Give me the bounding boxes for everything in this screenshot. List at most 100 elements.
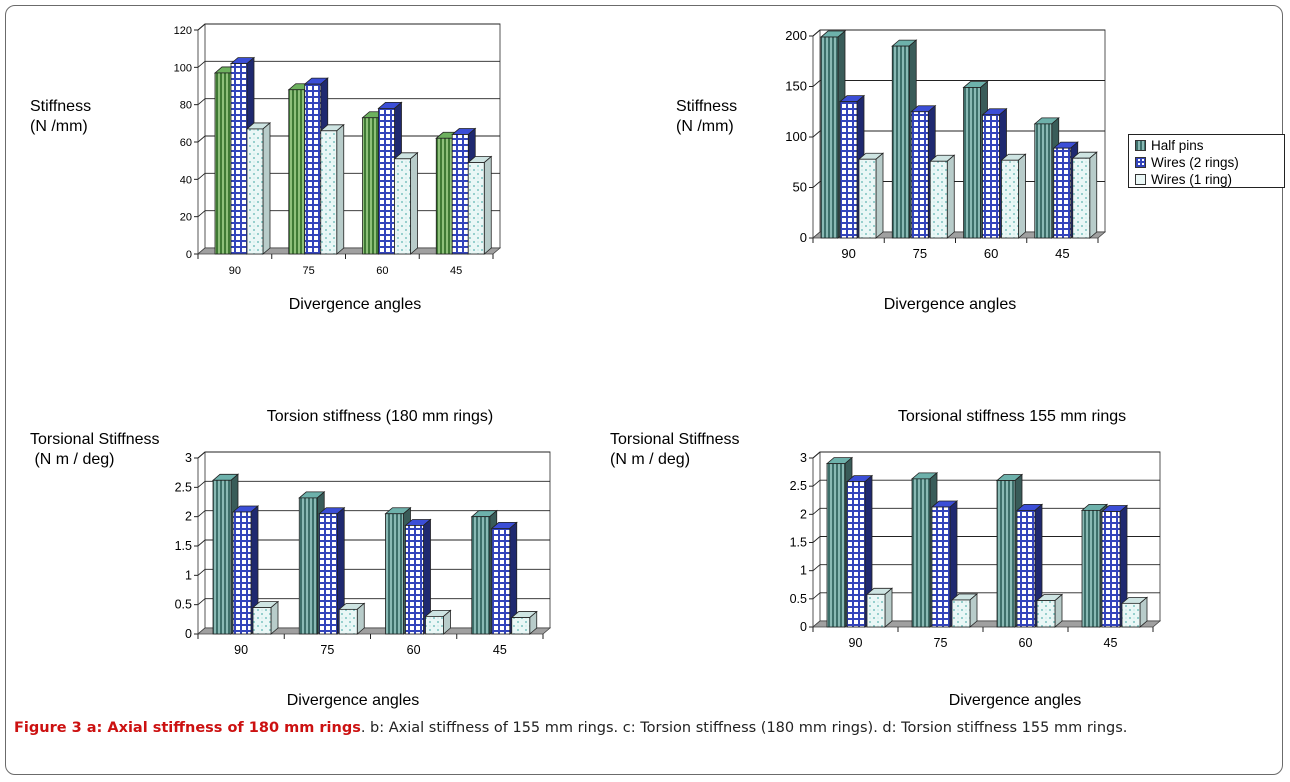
chart-b: 0 50 100 150 200 90 75 60 45: [785, 28, 1107, 261]
bar-front: [304, 83, 322, 255]
y-tick-label: 150: [785, 79, 807, 94]
bar-side: [969, 593, 978, 628]
chart-b-ylabel: Stiffness (N /mm): [676, 98, 738, 135]
gridline-side: [197, 135, 206, 143]
bar: [404, 518, 432, 635]
bar-front: [435, 137, 453, 255]
legend-swatch-wires-1-ring: [1135, 174, 1146, 185]
chart-c-ylabel: Torsional Stiffness (N m / deg): [30, 431, 160, 468]
x-tick-label: 75: [913, 246, 927, 261]
y-tick-label: 1.5: [175, 539, 192, 553]
chart-d-ylabel: Torsional Stiffness (N m / deg): [610, 431, 740, 468]
x-tick-label: 60: [407, 643, 421, 657]
bar-front: [385, 513, 404, 635]
chart-d-xlabel: Divergence angles: [948, 692, 1082, 709]
chart-b-legend: Half pins Wires (2 rings) Wires (1 ring): [1128, 134, 1285, 188]
bar: [319, 123, 345, 255]
chart-d: 0 0.5 1 1.5 2 2.5 3 90 75 60 45: [790, 451, 1162, 650]
chart-c-xlabel: Divergence angles: [286, 692, 420, 709]
bar-front: [963, 87, 981, 239]
bar: [1120, 596, 1149, 628]
x-tick-label: 60: [376, 265, 388, 277]
bar-front: [394, 158, 411, 255]
y-tick-label: 50: [793, 180, 807, 195]
bar-front: [1001, 159, 1019, 239]
legend-item-half-pins: Half pins: [1135, 137, 1284, 154]
bar-front: [246, 128, 264, 255]
gridline-side: [812, 451, 821, 459]
gridline-side: [812, 536, 821, 543]
bar-front: [910, 111, 929, 239]
y-tick-label: 0: [800, 620, 807, 634]
bar-front: [931, 506, 951, 628]
bar: [1015, 503, 1044, 628]
bar-front: [362, 117, 379, 255]
gridline-side: [197, 172, 206, 180]
x-tick-label: 45: [493, 643, 507, 657]
chart-a-xlabel: Divergence angles: [288, 296, 422, 313]
bar-front: [891, 45, 910, 239]
bar-front: [252, 607, 272, 635]
y-tick-label: 1: [800, 564, 807, 578]
gridline-side: [812, 479, 821, 487]
bar: [950, 593, 979, 628]
y-tick-label: 100: [785, 129, 807, 144]
bar-front: [929, 160, 948, 239]
legend-label: Wires (2 rings): [1151, 155, 1239, 170]
y-tick-label: 2: [800, 507, 807, 521]
bar: [838, 94, 866, 239]
bar: [845, 474, 874, 628]
bar: [1100, 504, 1129, 628]
x-tick-label: 75: [303, 265, 315, 277]
y-tick-label: 80: [180, 100, 192, 112]
gridline-side: [812, 507, 821, 515]
bar-front: [298, 497, 318, 635]
gridline-side: [197, 480, 206, 488]
bar: [510, 610, 538, 635]
bar-side: [1089, 151, 1098, 239]
gridline-side: [812, 130, 821, 138]
caption-rest: . b: Axial stiffness of 155 mm rings. c:…: [360, 720, 1128, 736]
y-tick-label: 1: [185, 568, 192, 582]
x-tick-label: 90: [841, 246, 855, 261]
bar-front: [866, 593, 886, 628]
bar-side: [483, 155, 492, 255]
legend-item-wires-2-rings: Wires (2 rings): [1135, 154, 1284, 171]
y-tick-label: 3: [800, 451, 807, 465]
bar-front: [467, 162, 485, 255]
bar: [490, 521, 518, 635]
x-tick-label: 75: [934, 636, 948, 650]
y-tick-label: 0.5: [175, 598, 192, 612]
chart-a-ylabel: Stiffness (N /mm): [30, 98, 92, 135]
bar: [1000, 153, 1027, 239]
bar-side: [1018, 153, 1026, 239]
gridline-side: [197, 510, 206, 518]
bar: [930, 500, 959, 628]
gridline-side: [197, 539, 206, 547]
bar: [229, 56, 256, 255]
bar-side: [875, 152, 884, 239]
y-tick-label: 40: [180, 174, 192, 186]
bar-front: [232, 511, 252, 635]
bar: [318, 506, 346, 635]
legend-swatch-half-pins: [1135, 140, 1146, 151]
x-tick-label: 60: [1019, 636, 1033, 650]
bar: [338, 602, 366, 635]
chart-d-title: Torsional stiffness 155 mm rings: [897, 408, 1127, 425]
bar-side: [262, 122, 271, 255]
y-tick-label: 2.5: [175, 480, 192, 494]
bar-front: [288, 89, 306, 255]
y-tick-label: 200: [785, 28, 807, 43]
bar-front: [1034, 123, 1053, 239]
legend-label: Wires (1 ring): [1151, 172, 1233, 187]
bar-front: [1036, 600, 1056, 628]
bar: [1071, 151, 1098, 239]
gridline-side: [812, 29, 821, 37]
y-tick-label: 2.5: [790, 479, 807, 493]
y-tick-label: 120: [174, 25, 192, 37]
bar-front: [491, 528, 511, 635]
y-tick-label: 2: [185, 510, 192, 524]
legend-item-wires-1-ring: Wires (1 ring): [1135, 171, 1284, 188]
bar-front: [911, 478, 931, 628]
